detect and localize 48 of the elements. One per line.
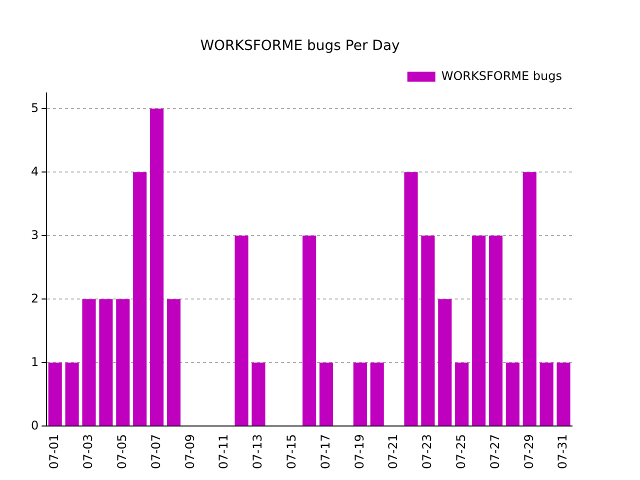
bar (48, 362, 62, 426)
bar (234, 236, 248, 426)
x-tick-label: 07-17 (318, 434, 332, 470)
bar (522, 172, 536, 426)
bar (438, 299, 452, 426)
bar (252, 362, 266, 426)
bar (353, 362, 367, 426)
legend-label: WORKSFORME bugs (441, 68, 562, 83)
bar (319, 362, 334, 426)
bar (133, 172, 147, 426)
x-tick-label: 07-19 (352, 434, 366, 470)
bar (488, 236, 503, 426)
bar (150, 108, 164, 426)
y-tick-label: 5 (30, 100, 39, 115)
bar (506, 362, 520, 426)
x-tick-label: 07-11 (216, 434, 231, 470)
y-tick-label: 2 (30, 291, 39, 306)
bar (370, 362, 384, 426)
bar (556, 362, 570, 426)
x-tick-label: 07-03 (81, 434, 96, 470)
x-tick-label: 07-05 (115, 434, 130, 470)
bar (421, 236, 435, 426)
x-tick-label: 07-25 (454, 434, 468, 470)
bar (65, 362, 79, 426)
x-tick-label: 07-09 (182, 434, 197, 470)
x-tick-label: 07-27 (488, 434, 502, 470)
bar (472, 236, 486, 426)
bar (99, 299, 113, 426)
bar (82, 299, 96, 426)
x-tick-label: 07-23 (420, 434, 434, 470)
y-tick-label: 0 (30, 418, 39, 432)
y-tick-label: 4 (30, 164, 39, 178)
bar (540, 362, 554, 426)
x-tick-label: 07-29 (522, 434, 536, 470)
y-tick-label: 3 (30, 228, 39, 242)
x-tick-label: 07-07 (148, 434, 163, 470)
x-tick-label: 07-15 (284, 434, 298, 470)
bar (166, 299, 181, 426)
x-tick-label: 07-31 (556, 434, 570, 470)
bar (404, 172, 418, 426)
y-tick-label: 1 (30, 354, 39, 369)
bar (116, 299, 130, 426)
bar (455, 362, 469, 426)
x-tick-label: 07-13 (250, 434, 265, 470)
chart-title: WORKSFORME bugs Per Day (200, 38, 400, 54)
bar (302, 236, 316, 426)
x-tick-label: 07-21 (386, 434, 400, 470)
x-tick-label: 07-01 (47, 434, 62, 470)
